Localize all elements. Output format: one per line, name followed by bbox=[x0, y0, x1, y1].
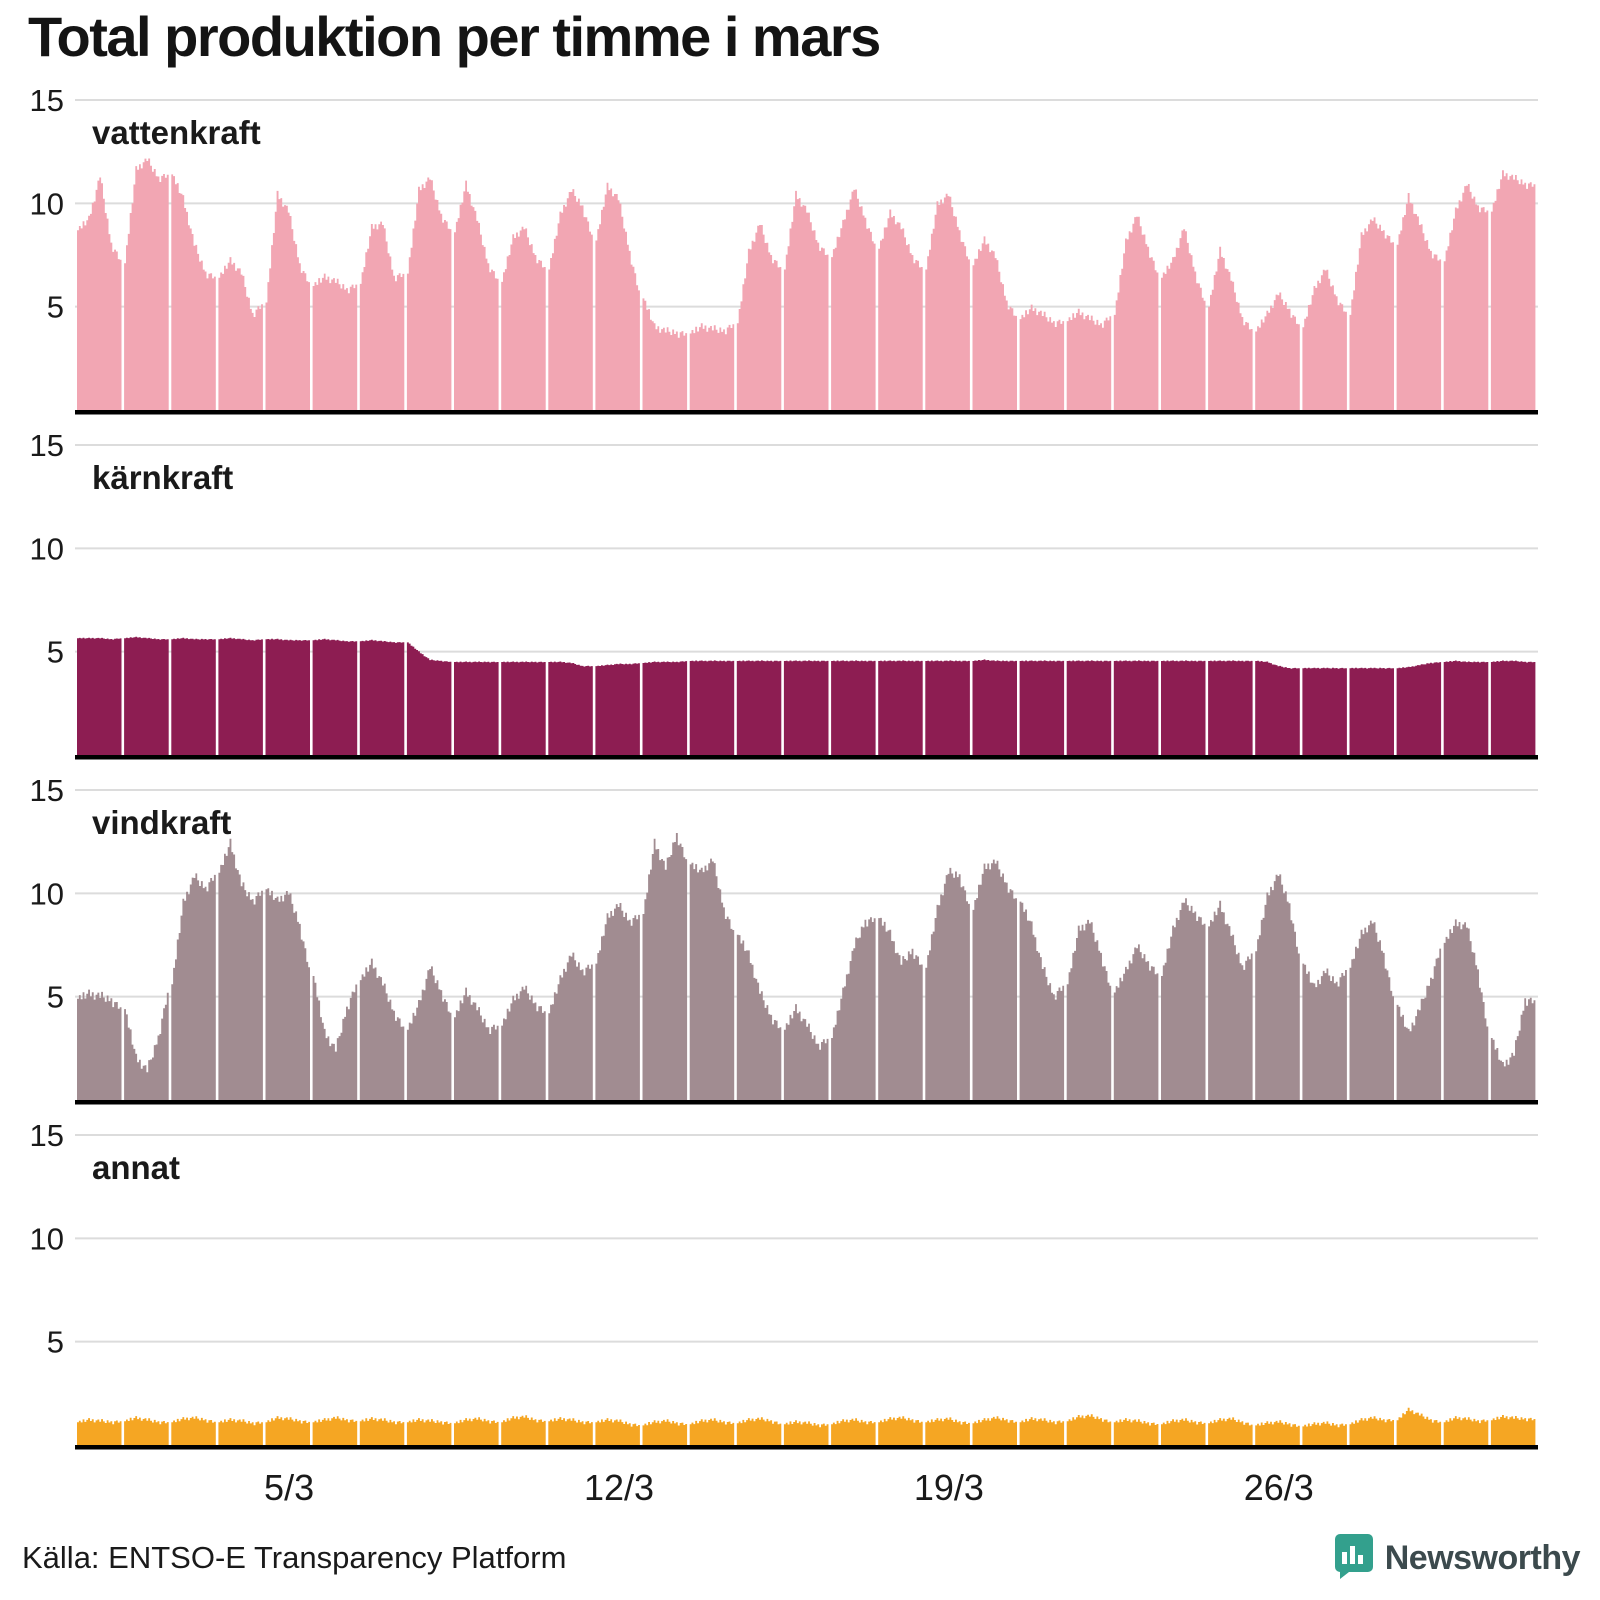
axis-baseline bbox=[75, 1100, 1538, 1105]
panel-label-vattenkraft: vattenkraft bbox=[92, 114, 261, 151]
y-tick-label: 10 bbox=[30, 186, 64, 221]
y-tick-label: 10 bbox=[30, 1221, 64, 1256]
y-tick-label: 15 bbox=[30, 773, 64, 808]
y-tick-label: 5 bbox=[47, 980, 64, 1015]
y-tick-label: 5 bbox=[47, 290, 64, 325]
bar-glyph-2 bbox=[1349, 1546, 1355, 1564]
bar-glyph-3 bbox=[1357, 1555, 1363, 1564]
bars-vindkraft bbox=[77, 833, 1536, 1100]
newsworthy-logo: Newsworthy bbox=[1333, 1532, 1581, 1585]
panel-vattenkraft: 15 10 5 vattenkraft bbox=[30, 83, 1538, 415]
x-tick-label-26/3: 26/3 bbox=[1244, 1467, 1314, 1508]
y-tick-label: 5 bbox=[47, 635, 64, 670]
x-tick-label-12/3: 12/3 bbox=[584, 1467, 654, 1508]
axis-baseline bbox=[75, 755, 1538, 760]
newsworthy-wordmark: Newsworthy bbox=[1384, 1539, 1581, 1577]
y-tick-label: 15 bbox=[30, 1118, 64, 1153]
x-tick-label-5/3: 5/3 bbox=[264, 1467, 314, 1508]
y-tick-label: 15 bbox=[30, 83, 64, 118]
bars-kärnkraft bbox=[77, 636, 1536, 755]
axis-baseline bbox=[75, 410, 1538, 415]
x-tick-label-19/3: 19/3 bbox=[914, 1467, 984, 1508]
newsworthy-icon bbox=[1333, 1532, 1375, 1585]
axis-baseline bbox=[75, 1445, 1538, 1450]
source-note: Källa: ENTSO-E Transparency Platform bbox=[22, 1540, 567, 1575]
panel-label-vindkraft: vindkraft bbox=[92, 804, 231, 841]
panel-vindkraft: 15 10 5 vindkraft bbox=[30, 773, 1538, 1105]
bar-glyph-1 bbox=[1341, 1552, 1347, 1564]
chart-title: Total produktion per timme i mars bbox=[28, 5, 881, 68]
y-tick-label: 10 bbox=[30, 531, 64, 566]
bars-vattenkraft bbox=[77, 158, 1536, 410]
bars-annat bbox=[77, 1407, 1536, 1445]
panel-kärnkraft: 15 10 5 kärnkraft bbox=[30, 428, 1538, 760]
panel-label-kärnkraft: kärnkraft bbox=[92, 459, 233, 496]
y-tick-label: 15 bbox=[30, 428, 64, 463]
y-tick-label: 5 bbox=[47, 1325, 64, 1360]
panel-label-annat: annat bbox=[92, 1149, 180, 1186]
panel-annat: 15 10 5 annat bbox=[30, 1118, 1538, 1450]
y-tick-label: 10 bbox=[30, 876, 64, 911]
